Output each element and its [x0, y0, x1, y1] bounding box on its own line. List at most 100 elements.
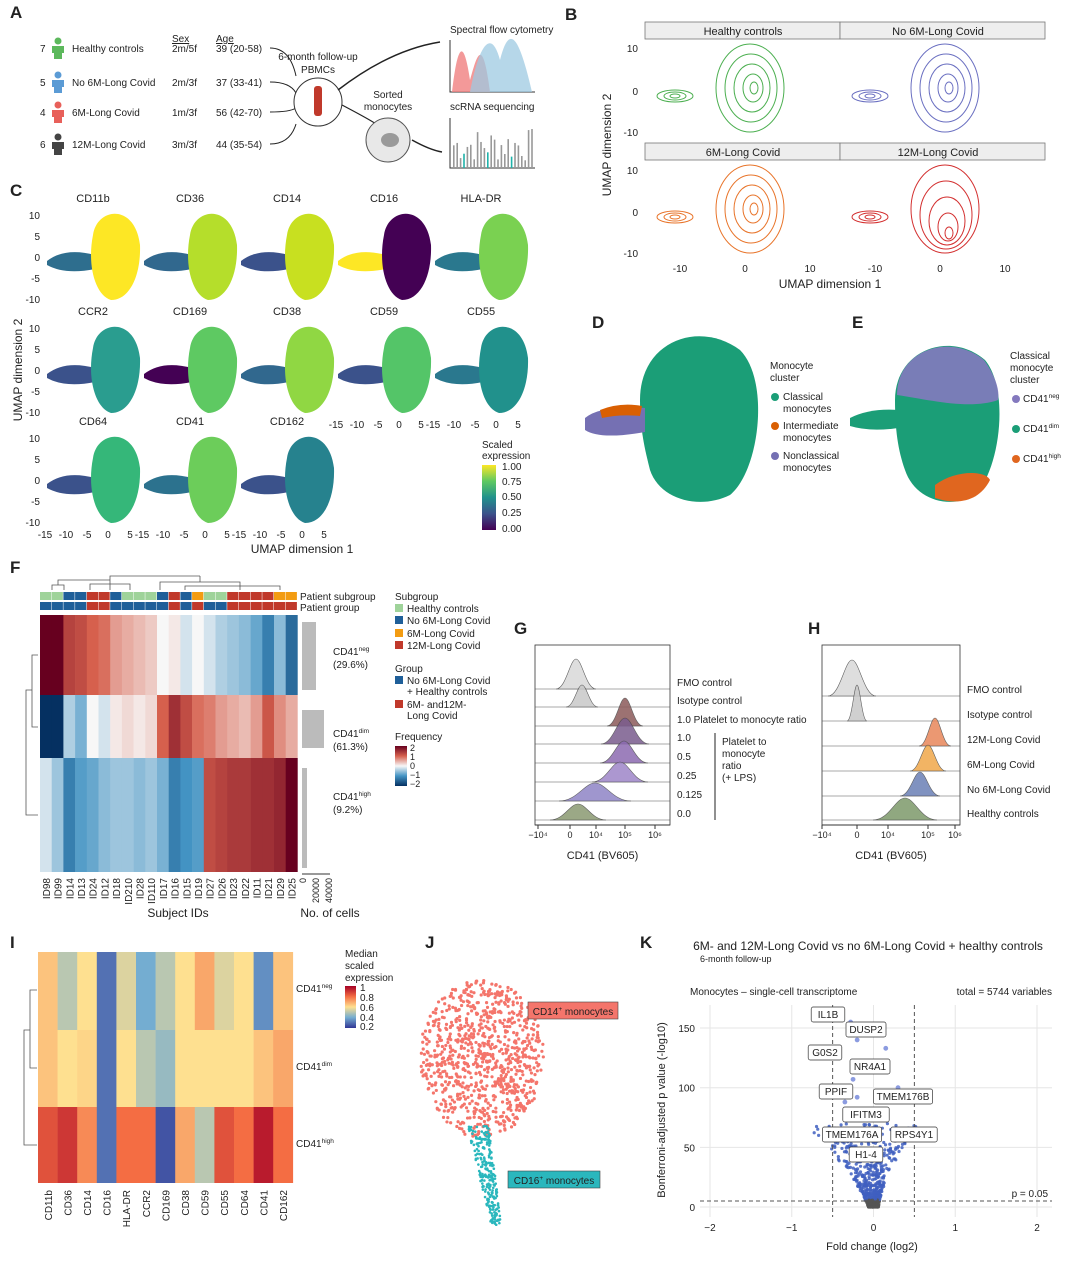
gene-point: [881, 1164, 885, 1168]
cell-point: [491, 1023, 495, 1027]
cell-point: [511, 1056, 515, 1061]
cell-point: [480, 1056, 484, 1060]
cell-point: [485, 1135, 488, 1138]
cell-point: [439, 1102, 443, 1106]
cell-point: [435, 1040, 439, 1044]
cell-point: [511, 1003, 515, 1007]
subject-id: ID28: [135, 878, 146, 900]
cell-point: [504, 1082, 508, 1086]
cell-point: [428, 1014, 432, 1018]
cell-point: [509, 987, 513, 992]
label: 5: [40, 78, 46, 89]
gene-point: [844, 1122, 848, 1126]
cell-point: [541, 1042, 545, 1046]
cell-point: [498, 1040, 502, 1044]
gene-point: [881, 1169, 885, 1174]
cell-point: [483, 1035, 487, 1039]
cell-point: [491, 1052, 495, 1057]
subgroup-cell: [121, 592, 134, 600]
cell-point: [480, 1085, 484, 1089]
cell-point: [501, 1088, 506, 1092]
heat-cell: [155, 1107, 176, 1183]
cell-point: [421, 1040, 425, 1044]
cell-point: [446, 1109, 450, 1113]
cell-point: [493, 1211, 496, 1214]
umap-body: [91, 213, 141, 300]
group-cell: [145, 602, 157, 610]
ridge-density: [899, 771, 941, 797]
cell-point: [514, 1072, 518, 1076]
heat-cell: [145, 615, 158, 695]
group-cell: [238, 602, 251, 610]
cell-point: [518, 1060, 523, 1064]
cell-point: [536, 1064, 540, 1068]
gene-point: [863, 1181, 867, 1185]
cell-point: [451, 1048, 455, 1052]
label: Age: [216, 34, 234, 45]
cell-point: [463, 1036, 468, 1040]
heat-cell: [192, 615, 205, 695]
cell-point: [505, 1084, 509, 1089]
gene-point: [812, 1131, 816, 1135]
gene-point: [873, 1173, 877, 1177]
label: 4: [40, 108, 46, 119]
cell-point: [467, 993, 472, 997]
label: −2: [410, 779, 420, 789]
cell-point: [463, 1132, 467, 1136]
label: 1: [360, 983, 366, 994]
cell-point: [471, 1129, 475, 1133]
cell-count-bar: [302, 622, 316, 690]
color-bar: [345, 986, 356, 1028]
label: 0: [34, 366, 40, 377]
cell-point: [475, 1147, 479, 1151]
cell-point: [513, 1052, 517, 1056]
gene-point: [849, 1172, 853, 1176]
cell-point: [520, 1006, 524, 1010]
panel-letter: H: [808, 619, 820, 638]
label: CD41 (BV605): [855, 850, 927, 862]
person-body: [52, 46, 64, 59]
cell-point: [483, 1054, 487, 1058]
cell-point: [484, 1167, 487, 1170]
cell-point: [494, 1115, 498, 1119]
label: (61.3%): [333, 742, 368, 753]
cell-point: [448, 1102, 452, 1106]
label: 0: [493, 420, 499, 431]
cell-point: [466, 1023, 470, 1027]
label: CD36: [63, 1190, 74, 1216]
cell-point: [528, 1056, 532, 1060]
cell-point: [468, 1116, 472, 1120]
gene-point: [879, 1189, 883, 1193]
cell-point: [479, 1018, 483, 1022]
gene-label-box: [818, 1083, 854, 1100]
label: monocytes: [783, 433, 831, 444]
gene-point: [833, 1145, 837, 1149]
label: 12M-Long Covid: [407, 641, 480, 652]
cell-point: [451, 996, 455, 1000]
label: -10: [673, 264, 688, 275]
cell-point: [425, 1077, 429, 1081]
label: -10: [26, 518, 41, 529]
umap-body: [285, 326, 335, 413]
cell-point: [474, 1083, 479, 1087]
seq-bar: [453, 145, 455, 168]
cell-point: [484, 1024, 488, 1029]
cell-point: [506, 1062, 511, 1066]
cell-point: [487, 1182, 490, 1185]
heat-cell: [238, 615, 251, 695]
label: 10: [627, 44, 639, 55]
cell-point: [496, 1076, 501, 1081]
cell-point: [439, 1038, 444, 1042]
gene-point: [882, 1154, 886, 1158]
cell-point: [521, 1028, 525, 1032]
cell-point: [443, 1080, 448, 1084]
cell-point: [480, 1130, 484, 1133]
cell-point: [459, 1046, 463, 1051]
cell-point: [477, 1115, 481, 1120]
ridge-density: [600, 717, 650, 745]
cell-point: [444, 1026, 448, 1030]
label: Sex: [172, 34, 189, 45]
cell-point: [470, 1009, 474, 1013]
cell-point: [477, 1169, 481, 1173]
heat-cell: [121, 615, 134, 695]
